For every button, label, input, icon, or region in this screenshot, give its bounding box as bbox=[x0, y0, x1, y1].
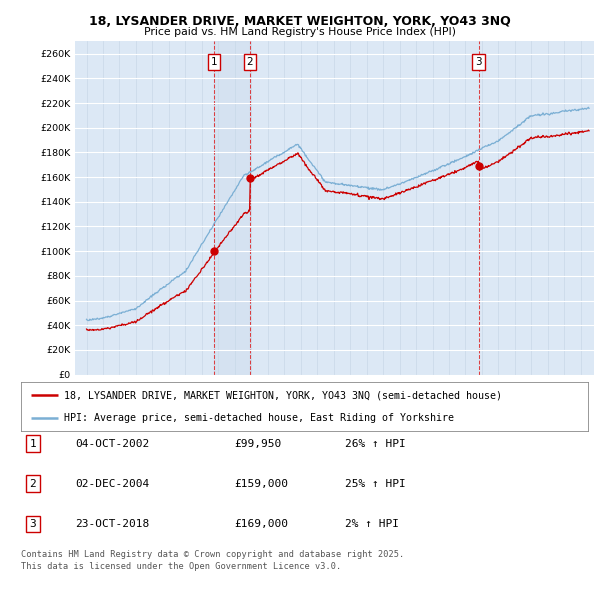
Text: 2: 2 bbox=[29, 479, 37, 489]
Text: 3: 3 bbox=[29, 519, 37, 529]
Text: 2% ↑ HPI: 2% ↑ HPI bbox=[345, 519, 399, 529]
Text: 26% ↑ HPI: 26% ↑ HPI bbox=[345, 439, 406, 448]
Text: 23-OCT-2018: 23-OCT-2018 bbox=[75, 519, 149, 529]
Text: 18, LYSANDER DRIVE, MARKET WEIGHTON, YORK, YO43 3NQ: 18, LYSANDER DRIVE, MARKET WEIGHTON, YOR… bbox=[89, 15, 511, 28]
Text: 1: 1 bbox=[211, 57, 218, 67]
Text: 18, LYSANDER DRIVE, MARKET WEIGHTON, YORK, YO43 3NQ (semi-detached house): 18, LYSANDER DRIVE, MARKET WEIGHTON, YOR… bbox=[64, 391, 502, 401]
Text: Contains HM Land Registry data © Crown copyright and database right 2025.: Contains HM Land Registry data © Crown c… bbox=[21, 550, 404, 559]
Text: 2: 2 bbox=[247, 57, 253, 67]
Text: £159,000: £159,000 bbox=[234, 479, 288, 489]
Text: 02-DEC-2004: 02-DEC-2004 bbox=[75, 479, 149, 489]
Text: £169,000: £169,000 bbox=[234, 519, 288, 529]
Text: 04-OCT-2002: 04-OCT-2002 bbox=[75, 439, 149, 448]
Text: 1: 1 bbox=[29, 439, 37, 448]
Text: £99,950: £99,950 bbox=[234, 439, 281, 448]
Text: Price paid vs. HM Land Registry's House Price Index (HPI): Price paid vs. HM Land Registry's House … bbox=[144, 27, 456, 37]
Bar bbox=[214, 41, 250, 375]
Text: This data is licensed under the Open Government Licence v3.0.: This data is licensed under the Open Gov… bbox=[21, 562, 341, 571]
Text: HPI: Average price, semi-detached house, East Riding of Yorkshire: HPI: Average price, semi-detached house,… bbox=[64, 412, 454, 422]
Text: 25% ↑ HPI: 25% ↑ HPI bbox=[345, 479, 406, 489]
Text: 3: 3 bbox=[475, 57, 482, 67]
